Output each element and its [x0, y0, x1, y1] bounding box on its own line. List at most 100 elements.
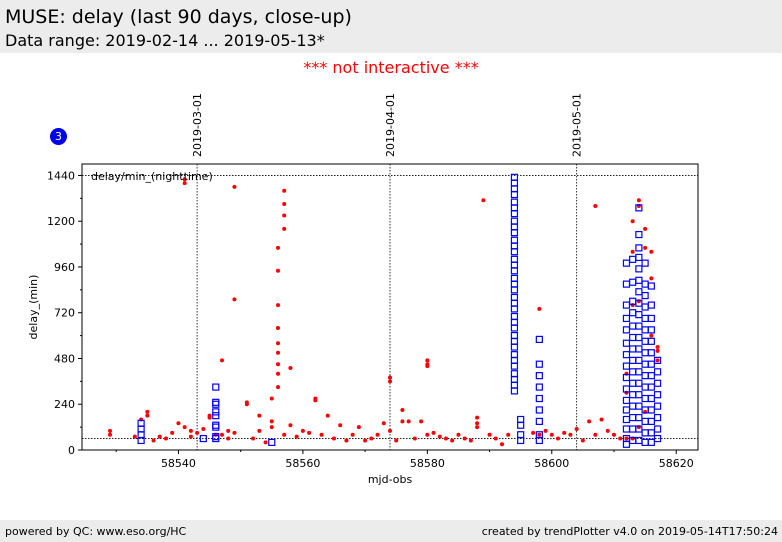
blue-square-point: [653, 434, 662, 443]
red-dot-point: [232, 184, 237, 189]
red-dot-point: [226, 436, 231, 441]
red-dot-point: [276, 350, 280, 355]
blue-square-point: [517, 415, 525, 424]
blue-square-point: [629, 425, 637, 433]
red-dot-point: [300, 428, 305, 433]
blue-square-point: [647, 372, 655, 380]
y-tick-label: 720: [54, 307, 75, 320]
blue-square-point: [510, 198, 519, 206]
blue-square-point: [212, 398, 220, 406]
red-dot-point: [487, 432, 492, 437]
blue-square-point: [641, 394, 649, 403]
red-dot-point: [444, 436, 448, 441]
blue-square-point: [641, 383, 649, 391]
red-dot-point: [288, 366, 293, 371]
blue-square-point: [510, 179, 519, 187]
red-dot-point: [537, 306, 542, 311]
red-dot-point: [282, 432, 287, 437]
red-dot-point: [182, 181, 187, 186]
red-dot-point: [164, 436, 168, 441]
x-tick-label: 58540: [161, 457, 196, 470]
blue-square-point: [635, 204, 643, 212]
blue-square-point: [510, 280, 519, 288]
blue-square-point: [268, 438, 276, 446]
blue-square-point: [510, 190, 519, 199]
blue-square-point: [629, 368, 637, 376]
red-dot-point: [257, 428, 262, 433]
red-dot-point: [556, 436, 560, 441]
red-dot-point: [182, 177, 187, 182]
red-dot-point: [568, 432, 573, 437]
blue-square-point: [629, 391, 637, 399]
blue-square-point: [622, 385, 631, 393]
red-dot-point: [313, 398, 318, 403]
red-dot-point: [388, 379, 392, 384]
red-dot-point: [388, 375, 392, 380]
blue-square-point: [635, 244, 643, 252]
red-dot-point: [580, 438, 585, 443]
red-dot-point: [363, 438, 368, 443]
blue-square-point: [510, 381, 519, 389]
blue-square-point: [212, 421, 220, 429]
red-dot-point: [282, 188, 287, 193]
blue-square-point: [641, 326, 649, 334]
blue-square-point: [641, 337, 649, 345]
blue-square-point: [647, 349, 655, 357]
red-dot-point: [108, 428, 112, 433]
blue-square-point: [622, 440, 631, 448]
red-dot-point: [108, 432, 112, 437]
blue-square-point: [212, 400, 220, 408]
red-dot-point: [636, 198, 641, 203]
red-dot-point: [369, 436, 374, 441]
blue-square-point: [622, 415, 631, 424]
blue-square-point: [635, 368, 643, 376]
blue-square-point: [510, 305, 519, 313]
red-dot-point: [655, 345, 660, 350]
blue-square-point: [510, 370, 519, 378]
blue-square-point: [653, 425, 662, 433]
blue-square-point: [622, 259, 631, 267]
blue-square-point: [647, 383, 655, 391]
y-tick-label: 0: [68, 444, 75, 457]
red-dot-point: [276, 303, 280, 308]
red-dot-point: [412, 436, 417, 441]
red-dot-point: [481, 198, 486, 203]
blue-square-point: [212, 423, 220, 431]
red-dot-point: [220, 358, 224, 363]
red-dot-point: [338, 423, 343, 428]
red-dot-point: [388, 428, 392, 433]
red-dot-point: [655, 348, 660, 353]
blue-square-point: [212, 412, 220, 420]
blue-square-point: [647, 301, 655, 309]
blue-square-point: [137, 425, 145, 433]
blue-square-point: [510, 286, 519, 294]
blue-square-point: [647, 394, 655, 403]
blue-square-point: [641, 360, 649, 368]
blue-square-point: [629, 322, 637, 330]
blue-square-point: [622, 326, 631, 334]
blue-square-point: [510, 217, 519, 225]
blue-square-point: [535, 383, 543, 391]
blue-square-point: [635, 379, 643, 387]
blue-square-point: [622, 373, 631, 382]
blue-square-point: [510, 223, 519, 231]
red-dot-point: [437, 434, 442, 439]
red-dot-point: [381, 421, 386, 426]
red-dot-point: [344, 438, 349, 443]
red-dot-point: [562, 430, 567, 435]
blue-square-point: [510, 185, 519, 193]
blue-square-point: [535, 335, 543, 344]
date-marker-label: 2019-03-01: [191, 93, 204, 157]
blue-square-point: [510, 255, 519, 263]
red-dot-point: [276, 245, 280, 250]
blue-square-point: [510, 267, 519, 275]
data-range-subtitle: Data range: 2019-02-14 ... 2019-05-13*: [5, 31, 325, 50]
blue-square-point: [535, 394, 543, 403]
red-dot-point: [276, 385, 280, 390]
red-dot-point: [276, 268, 280, 273]
blue-square-point: [641, 372, 649, 380]
blue-square-point: [641, 349, 649, 357]
blue-square-point: [212, 408, 220, 416]
blue-square-point: [647, 314, 655, 323]
blue-square-point: [641, 280, 649, 288]
